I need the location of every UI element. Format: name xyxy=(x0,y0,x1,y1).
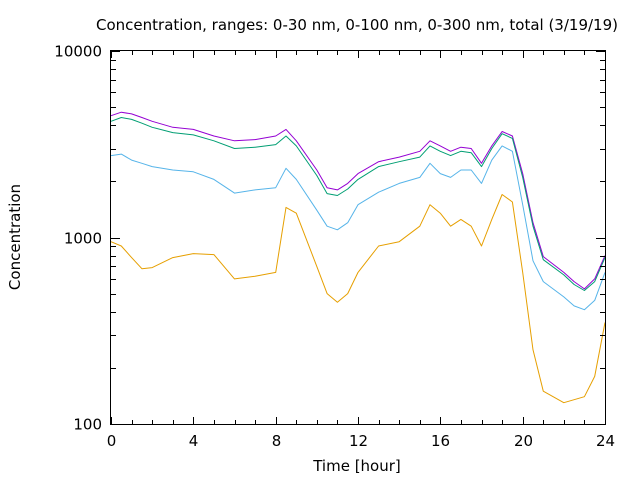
x-tick-label: 4 xyxy=(189,432,199,450)
series-line-2 xyxy=(110,117,606,291)
y-tick-label: 10000 xyxy=(54,43,102,61)
plot-frame xyxy=(110,50,606,425)
chart-title: Concentration, ranges: 0-30 nm, 0-100 nm… xyxy=(96,16,618,34)
y-tick-label: 100 xyxy=(73,416,102,434)
y-ticks: 100 1000 10000 xyxy=(54,43,605,434)
series-group xyxy=(110,111,606,404)
x-tick-label: 20 xyxy=(514,432,533,450)
series-line-3 xyxy=(110,145,606,311)
series-line-4 xyxy=(110,194,606,404)
x-tick-label: 16 xyxy=(431,432,450,450)
x-tick-label: 12 xyxy=(349,432,368,450)
series-line-1 xyxy=(110,111,606,290)
x-ticks: 0 4 8 12 16 20 24 xyxy=(107,51,615,450)
x-tick-label: 8 xyxy=(272,432,282,450)
y-tick-label: 1000 xyxy=(64,230,102,248)
x-axis-label: Time [hour] xyxy=(312,457,401,475)
x-tick-label: 0 xyxy=(107,432,117,450)
x-tick-label: 24 xyxy=(596,432,615,450)
y-axis-label: Concentration xyxy=(6,184,24,290)
